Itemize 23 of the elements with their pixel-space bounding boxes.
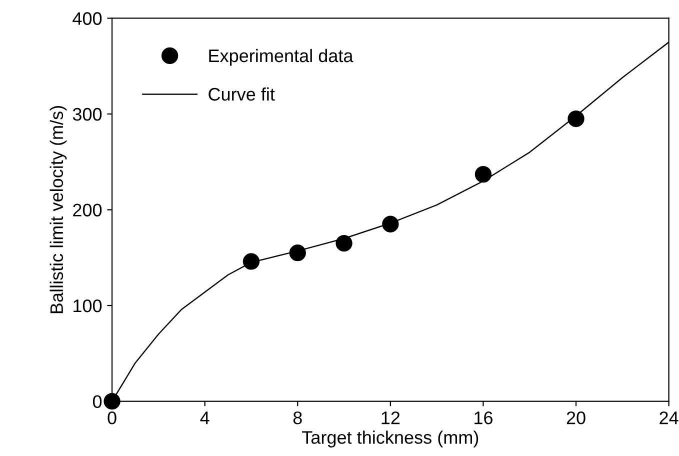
x-tick-label: 20 bbox=[566, 411, 586, 424]
y-tick-label: 400 bbox=[72, 12, 102, 25]
y-axis-title: Ballistic limit velocity (m/s) bbox=[50, 106, 67, 314]
x-tick-label: 4 bbox=[200, 412, 210, 424]
point bbox=[474, 166, 492, 183]
point bbox=[242, 253, 260, 270]
point bbox=[104, 392, 120, 410]
x-tick-label: 12 bbox=[382, 411, 400, 424]
point bbox=[382, 216, 399, 232]
y-tick-label: 0 bbox=[92, 395, 102, 408]
x-tick-label: 16 bbox=[474, 411, 492, 424]
point bbox=[568, 110, 584, 128]
x-tick-label: 8 bbox=[293, 411, 302, 424]
y-tick-label: 200 bbox=[73, 204, 102, 216]
x-tick-label: 24 bbox=[660, 411, 678, 424]
x-tick-label: 0 bbox=[108, 411, 116, 424]
x-axis-title: Target thickness (mm) bbox=[302, 430, 478, 448]
point bbox=[289, 244, 306, 262]
legend-label: Curve fit bbox=[208, 87, 275, 101]
legend-label: Experimental data bbox=[209, 48, 354, 66]
y-tick-label: 300 bbox=[72, 108, 102, 121]
y-tick-label: 100 bbox=[74, 299, 102, 312]
point bbox=[336, 234, 352, 252]
